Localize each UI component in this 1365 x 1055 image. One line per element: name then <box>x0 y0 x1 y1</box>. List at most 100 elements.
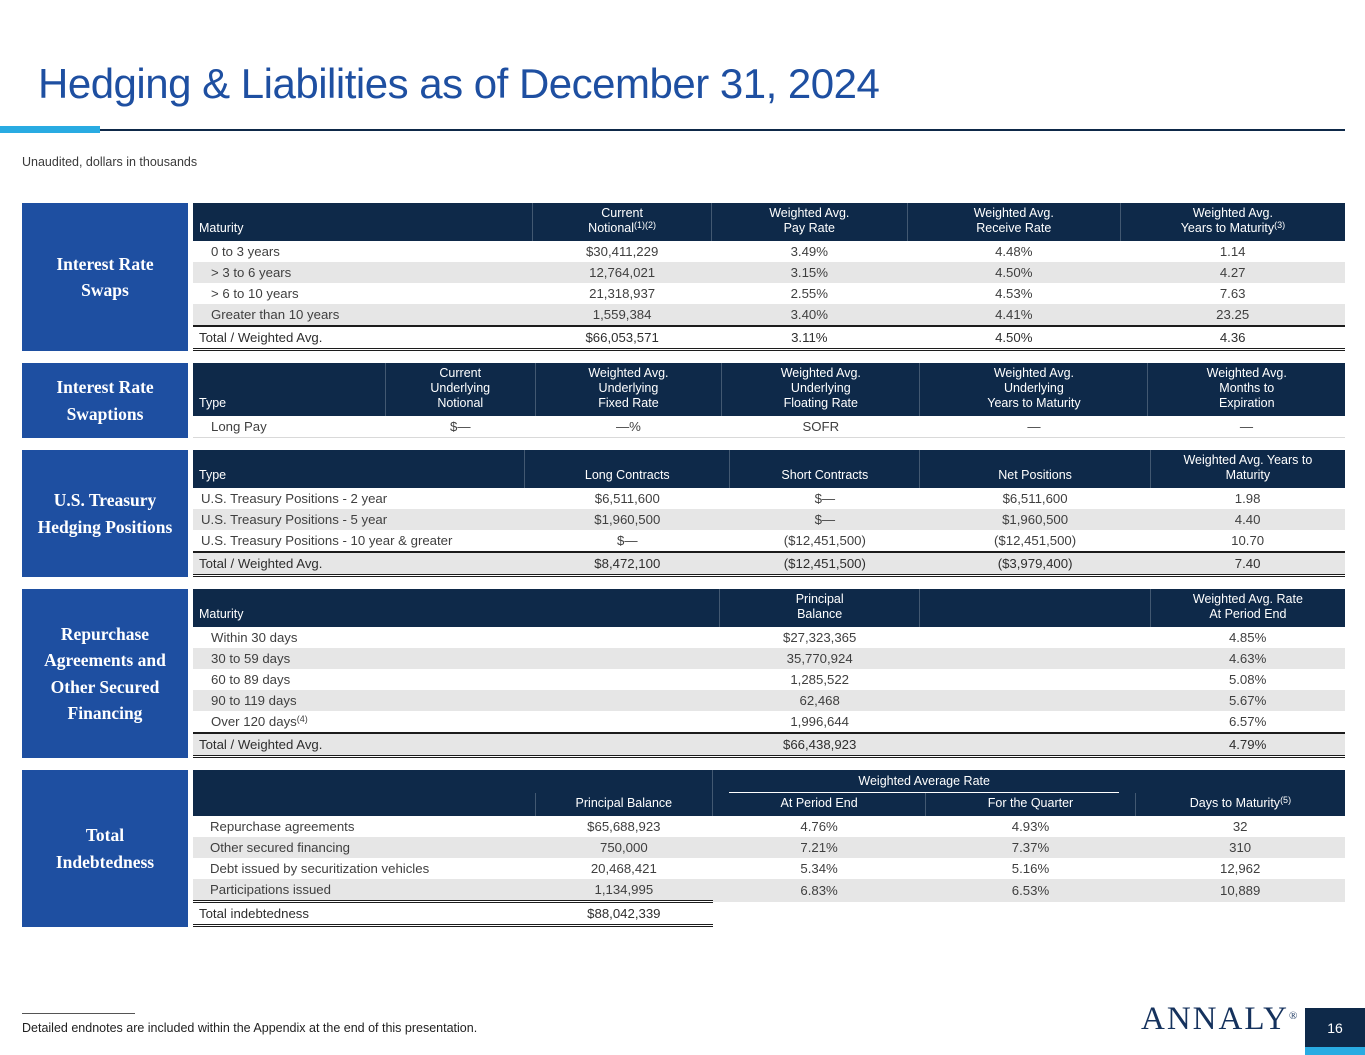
table-cell: — <box>919 416 1148 438</box>
table-cell: 4.50% <box>907 262 1121 283</box>
footnote-marker: (3) <box>1274 219 1286 230</box>
table-total-indebtedness: Weighted Average Rate Principal Balance At… <box>193 770 1345 927</box>
header-cell <box>193 770 713 793</box>
table-wrap: Type Long Contracts Short Contracts Net Pos… <box>193 450 1345 577</box>
total-row: Total indebtedness $88,042,339 <box>193 900 1345 927</box>
table-wrap: Maturity Current Notional(1)(2) Weighted Av… <box>193 203 1345 351</box>
table-cell: Within 30 days <box>211 630 298 645</box>
group-header-cell: Weighted Average Rate <box>712 770 1136 793</box>
total-cell: 4.36 <box>1120 325 1345 351</box>
table-cell: 1,134,995 <box>535 879 713 902</box>
header-row: Type Long Contracts Short Contracts Net Pos… <box>193 450 1345 488</box>
total-cell <box>926 902 1136 926</box>
table-cell: > 3 to 6 years <box>193 262 533 283</box>
table-cell: Greater than 10 years <box>193 304 533 326</box>
section-label-repurchase-agreements: Repurchase Agreements and Other Secured … <box>22 589 188 758</box>
table-wrap: Type Current Underlying Notional Weighted Av… <box>193 363 1345 438</box>
table-row: Long Pay $— —% SOFR — — <box>193 416 1345 438</box>
page-number-box: 16 <box>1305 1008 1365 1047</box>
column-header <box>193 793 536 816</box>
section-interest-rate-swaptions: Interest Rate Swaptions Type Current Under… <box>22 363 1345 438</box>
total-cell: $66,438,923 <box>719 732 920 758</box>
column-header: Weighted Avg. Underlying Floating Rate <box>721 363 920 416</box>
column-header: Weighted Avg. Years to Maturity(3) <box>1119 203 1345 241</box>
table-cell: $— <box>814 491 836 506</box>
footnote-marker: (4) <box>296 713 308 724</box>
table-cell: $1,960,500 <box>919 509 1151 530</box>
total-row: Total / Weighted Avg. $66,053,571 3.11% 4.5… <box>193 325 1345 351</box>
header-row: Maturity Principal Balance Weighted Avg. Ra… <box>193 589 1345 627</box>
column-header: Principal Balance <box>718 589 920 627</box>
column-header: Weighted Avg. Receive Rate <box>906 203 1121 241</box>
logo-text: ANNALY <box>1141 1001 1290 1037</box>
table-cell: 20,468,421 <box>590 861 657 876</box>
table-cell: 21,318,937 <box>589 286 656 301</box>
table-cell: 5.08% <box>1228 672 1267 687</box>
column-header: Long Contracts <box>524 450 730 488</box>
column-header: Weighted Avg. Years to Maturity <box>1149 450 1345 488</box>
table-cell: $6,511,600 <box>1002 491 1068 506</box>
table-cell: 12,962 <box>1219 861 1261 876</box>
column-header: Current Underlying Notional <box>384 363 536 416</box>
table-cell: $65,688,923 <box>587 819 661 834</box>
column-header: Maturity <box>193 589 720 627</box>
table-cell: 30 to 59 days <box>193 648 720 669</box>
table-cell <box>920 669 1150 690</box>
title-divider-accent <box>0 126 100 133</box>
total-row: Total / Weighted Avg. $66,438,923 4.79% <box>193 732 1345 758</box>
total-cell <box>713 902 926 926</box>
title-divider <box>0 126 1345 133</box>
table-cell: 1.14 <box>1219 244 1246 259</box>
subtitle: Unaudited, dollars in thousands <box>22 155 198 169</box>
header-row: Type Current Underlying Notional Weighted Av… <box>193 363 1345 416</box>
table-cell: Other secured financing <box>193 837 536 858</box>
column-header: Weighted Avg. Rate At Period End <box>1149 589 1345 627</box>
table-row: Repurchase agreements $65,688,923 4.76% 4.9… <box>193 816 1345 837</box>
column-header: Days to Maturity(5) <box>1134 793 1345 816</box>
table-cell: —% <box>535 416 722 438</box>
table-cell: 3.15% <box>711 262 908 283</box>
table-cell: 6.83% <box>712 879 926 902</box>
section-us-treasury-hedging-positions: U.S. Treasury Hedging Positions Type Long… <box>22 450 1345 577</box>
table-row: U.S. Treasury Positions - 5 year $1,960,5… <box>193 509 1345 530</box>
table-interest-rate-swaptions: Type Current Underlying Notional Weighted Av… <box>193 363 1345 438</box>
annaly-logo: ANNALY® <box>1141 1001 1299 1038</box>
table-row: U.S. Treasury Positions - 10 year & grea… <box>193 530 1345 552</box>
table-cell: 90 to 119 days <box>193 690 720 711</box>
table-cell: 1.98 <box>1234 491 1261 506</box>
table-cell: 4.53% <box>995 286 1033 301</box>
table-cell: 7.63 <box>1219 286 1246 301</box>
total-cell: ($12,451,500) <box>729 551 920 577</box>
column-header: Current Notional(1)(2) <box>532 203 712 241</box>
table-repurchase-agreements: Maturity Principal Balance Weighted Avg. Ra… <box>193 589 1345 758</box>
total-cell: Total / Weighted Avg. <box>193 325 533 351</box>
total-cell <box>1135 902 1345 926</box>
table-cell: 4.41% <box>907 304 1121 326</box>
table-cell: 35,770,924 <box>719 648 920 669</box>
table-cell: 1,285,522 <box>790 672 849 687</box>
table-cell: 4.40 <box>1150 509 1345 530</box>
table-cell: Debt issued by securitization vehicles <box>210 861 430 876</box>
table-cell: 5.34% <box>800 861 838 876</box>
page-number-accent-bar <box>1305 1047 1365 1055</box>
column-header: Net Positions <box>919 450 1151 488</box>
section-interest-rate-swaps: Interest Rate Swaps Maturity Current Notio… <box>22 203 1345 351</box>
column-header: Principal Balance <box>534 793 713 816</box>
table-cell: 1,996,644 <box>790 714 849 729</box>
header-row: Principal Balance At Period End For the Qu… <box>193 793 1345 816</box>
table-us-treasury-hedging-positions: Type Long Contracts Short Contracts Net Pos… <box>193 450 1345 577</box>
column-header: Type <box>193 450 525 488</box>
table-cell: > 6 to 10 years <box>211 286 299 301</box>
table-interest-rate-swaps: Maturity Current Notional(1)(2) Weighted Av… <box>193 203 1345 351</box>
tables-area: Interest Rate Swaps Maturity Current Notio… <box>22 203 1345 939</box>
column-header: At Period End <box>712 793 926 816</box>
table-row: U.S. Treasury Positions - 2 year $6,511,6… <box>193 488 1345 509</box>
table-cell: 4.85% <box>1228 630 1267 645</box>
table-cell: 310 <box>1135 837 1345 858</box>
group-header-row: Weighted Average Rate <box>193 770 1345 793</box>
page-title: Hedging & Liabilities as of December 31,… <box>38 60 880 107</box>
table-cell: 4.63% <box>1150 648 1345 669</box>
group-header-label: Weighted Average Rate <box>729 772 1120 793</box>
table-row: 90 to 119 days 62,468 5.67% <box>193 690 1345 711</box>
total-cell: 3.11% <box>711 325 908 351</box>
